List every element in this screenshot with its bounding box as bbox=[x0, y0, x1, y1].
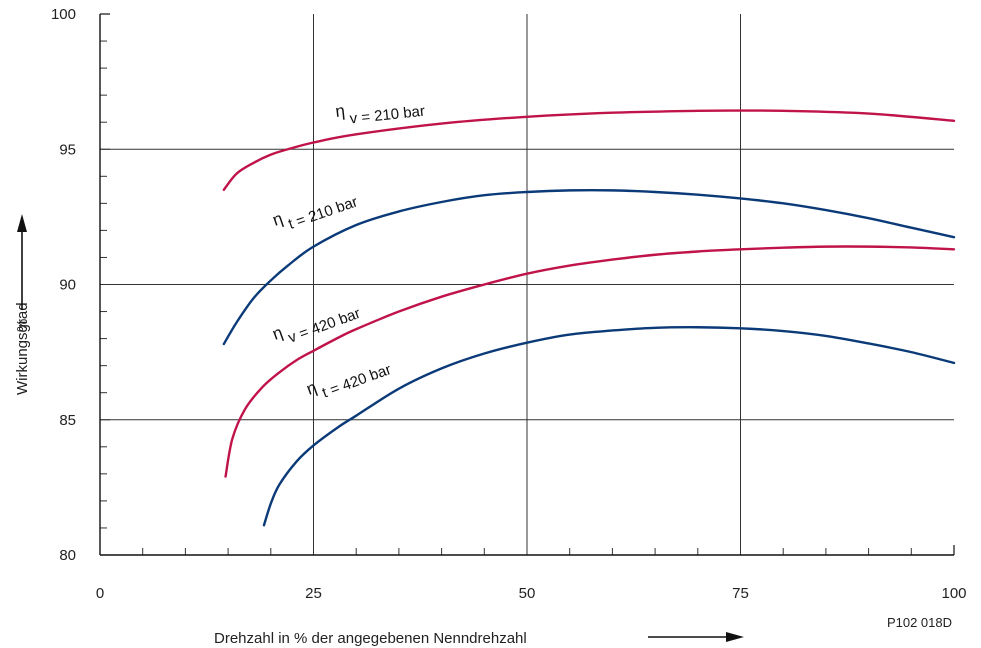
y-tick-label: 100 bbox=[51, 6, 76, 23]
x-axis-arrow-head bbox=[726, 632, 744, 642]
x-axis-title: Drehzahl in % der angegebenen Nenndrehza… bbox=[214, 630, 744, 647]
y-axis-unit: % bbox=[14, 319, 31, 332]
x-axis-label: Drehzahl in % der angegebenen Nenndrehza… bbox=[214, 630, 527, 647]
series-lines bbox=[222, 109, 956, 527]
curve-label-eta-t-420: ηt = 420 bar bbox=[304, 352, 394, 407]
y-axis-title: Wirkungsgrad % bbox=[14, 214, 31, 395]
axes bbox=[99, 13, 955, 556]
x-tick-label: 100 bbox=[941, 585, 966, 602]
y-axis-label: Wirkungsgrad bbox=[14, 302, 31, 395]
figure-code: P102 018D bbox=[887, 615, 952, 630]
x-tick-label: 50 bbox=[519, 585, 536, 602]
minor-ticks bbox=[100, 40, 912, 555]
x-tick-label: 25 bbox=[305, 585, 322, 602]
y-tick-label: 95 bbox=[59, 141, 76, 158]
curve-label-eta-v-420: ηv = 420 bar bbox=[270, 295, 363, 351]
tick-labels: 0 25 50 75 100 80 85 90 95 100 bbox=[51, 6, 967, 602]
series-eta-v-420 bbox=[224, 245, 956, 478]
y-axis-arrow-head bbox=[17, 214, 27, 232]
x-tick-label: 0 bbox=[96, 585, 104, 602]
y-tick-label: 90 bbox=[59, 277, 76, 294]
grid-lines bbox=[100, 14, 954, 555]
y-tick-label: 80 bbox=[59, 547, 76, 564]
x-tick-label: 75 bbox=[732, 585, 749, 602]
series-eta-t-210 bbox=[222, 188, 956, 346]
y-tick-label: 85 bbox=[59, 412, 76, 429]
series-eta-t-420 bbox=[262, 326, 956, 527]
series-eta-v-210 bbox=[222, 109, 956, 192]
